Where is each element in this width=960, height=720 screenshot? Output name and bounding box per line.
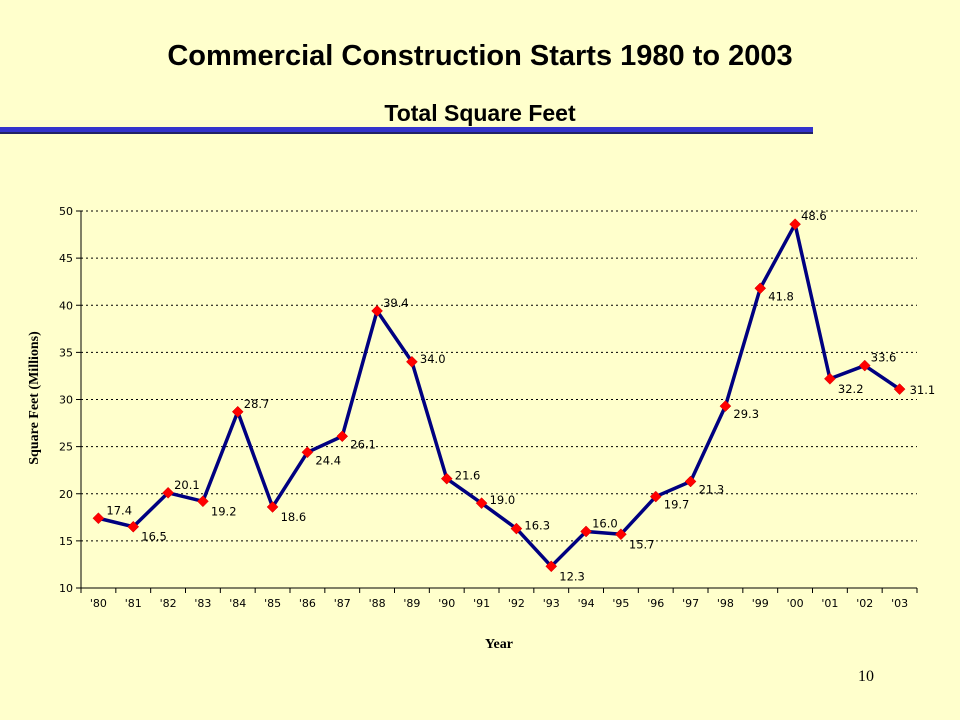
data-label-22: 33.6 — [871, 351, 897, 365]
data-label-8: 39.4 — [383, 296, 409, 310]
data-label-19: 41.8 — [768, 289, 794, 303]
data-label-0: 17.4 — [106, 503, 132, 517]
y-tick-label-30: 30 — [59, 394, 73, 407]
x-tick-label-20: '00 — [787, 597, 804, 610]
x-tick-label-9: '89 — [403, 597, 420, 610]
data-label-1: 16.5 — [141, 530, 167, 544]
y-tick-label-35: 35 — [59, 346, 73, 359]
data-label-21: 32.2 — [838, 382, 864, 396]
data-point-6 — [301, 446, 314, 459]
data-label-4: 28.7 — [244, 397, 270, 411]
data-point-5 — [266, 501, 279, 513]
x-tick-label-2: '82 — [160, 597, 177, 610]
x-tick-label-14: '94 — [578, 597, 595, 610]
x-tick-label-19: '99 — [752, 597, 769, 610]
x-tick-label-23: '03 — [891, 597, 908, 610]
data-label-23: 31.1 — [910, 383, 936, 397]
data-label-6: 24.4 — [315, 453, 341, 467]
data-point-14 — [580, 525, 592, 538]
data-point-2 — [162, 486, 174, 499]
data-point-7 — [336, 430, 349, 443]
data-label-12: 16.3 — [524, 519, 550, 533]
data-point-12 — [510, 522, 523, 535]
data-label-5: 18.6 — [281, 510, 307, 524]
data-point-13 — [545, 560, 558, 573]
data-point-23 — [893, 383, 906, 395]
data-label-18: 29.3 — [733, 407, 759, 421]
data-point-22 — [858, 359, 871, 372]
data-label-17: 21.3 — [699, 482, 725, 496]
title-underline — [0, 127, 813, 134]
slide-subtitle: Total Square Feet — [384, 100, 576, 126]
y-tick-label-40: 40 — [59, 299, 73, 312]
y-tick-label-25: 25 — [59, 441, 73, 454]
slide-title: Commercial Construction Starts 1980 to 2… — [167, 40, 793, 72]
x-tick-label-16: '96 — [647, 597, 664, 610]
data-point-0 — [92, 512, 105, 525]
series-construction-starts — [92, 218, 906, 573]
x-tick-label-21: '01 — [821, 597, 838, 610]
data-label-9: 34.0 — [420, 352, 446, 366]
y-tick-label-45: 45 — [59, 252, 73, 265]
x-tick-label-7: '87 — [334, 597, 351, 610]
data-point-11 — [475, 497, 488, 510]
data-label-10: 21.6 — [455, 469, 481, 483]
data-point-8 — [371, 305, 383, 317]
data-point-1 — [127, 520, 140, 533]
data-label-20: 48.6 — [801, 209, 827, 223]
data-point-10 — [440, 472, 453, 485]
data-point-20 — [789, 218, 801, 231]
data-labels: 17.4 16.5 20.1 19.2 28.7 18.6 24.4 26.1 39.4 34.0… — [106, 209, 935, 583]
series-line — [98, 222, 901, 569]
data-point-19 — [754, 282, 767, 295]
y-tick-label-15: 15 — [59, 535, 73, 548]
x-tick-label-18: '98 — [717, 597, 734, 610]
x-tick-label-3: '83 — [194, 597, 211, 610]
data-label-15: 15.7 — [629, 537, 655, 551]
data-point-4 — [231, 405, 244, 418]
data-point-18 — [719, 400, 732, 412]
data-point-16 — [649, 490, 662, 503]
x-tick-label-22: '02 — [856, 597, 873, 610]
data-label-16: 19.7 — [664, 498, 690, 512]
data-label-13: 12.3 — [559, 569, 585, 583]
x-tick-label-8: '88 — [369, 597, 386, 610]
y-tick-label-50: 50 — [59, 205, 73, 218]
data-label-2: 20.1 — [174, 478, 200, 492]
x-tick-label-15: '95 — [612, 597, 629, 610]
data-label-11: 19.0 — [490, 493, 516, 507]
x-tick-label-6: '86 — [299, 597, 316, 610]
data-label-3: 19.2 — [211, 504, 237, 518]
data-point-15 — [615, 528, 627, 541]
y-axis-title: Square Feet (Millions) — [27, 331, 42, 465]
x-tick-label-11: '91 — [473, 597, 490, 610]
x-tick-label-17: '97 — [682, 597, 699, 610]
x-tick-label-12: '92 — [508, 597, 525, 610]
y-tick-label-10: 10 — [59, 582, 73, 595]
x-axis-title: Year — [485, 637, 513, 652]
x-tick-label-13: '93 — [543, 597, 560, 610]
data-point-9 — [406, 355, 418, 368]
x-tick-label-1: '81 — [125, 597, 142, 610]
x-tick-label-4: '84 — [229, 597, 246, 610]
data-label-7: 26.1 — [350, 437, 376, 451]
x-tick-label-5: '85 — [264, 597, 281, 610]
x-tick-label-10: '90 — [438, 597, 455, 610]
axes: 10 15 20 25 30 35 40 45 50 '80 '81 '82 '83 '84 '85 '86 '… — [59, 205, 918, 610]
y-tick-label-20: 20 — [59, 488, 73, 501]
data-point-3 — [197, 495, 209, 508]
data-label-14: 16.0 — [592, 516, 618, 530]
data-point-17 — [684, 475, 697, 488]
x-tick-label-0: '80 — [90, 597, 107, 610]
page-number: 10 — [858, 668, 874, 685]
data-point-21 — [824, 372, 836, 385]
